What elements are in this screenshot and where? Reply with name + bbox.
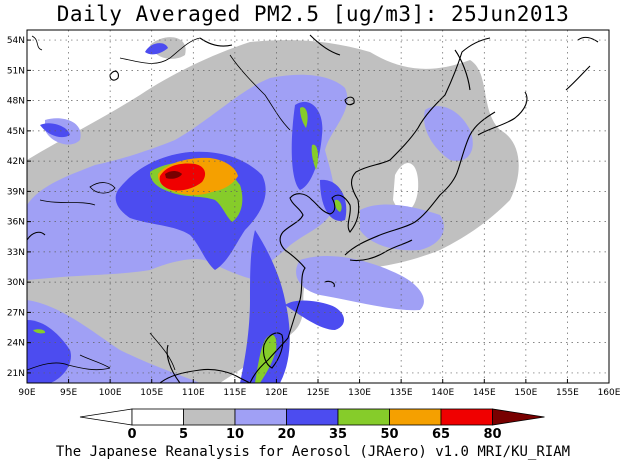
colorbar-level-label: 35: [329, 427, 347, 442]
coastlines: [27, 34, 599, 383]
map-plot-area: [27, 30, 609, 383]
lat-tick-label: 27N: [7, 308, 25, 318]
lat-tick-label: 48N: [7, 97, 25, 107]
lon-tick-label: 95E: [60, 388, 77, 398]
colorbar-segment: [131, 408, 184, 426]
lon-tick-label: 115E: [223, 388, 246, 398]
lat-tick-label: 21N: [7, 369, 25, 379]
lat-tick-label: 36N: [7, 218, 25, 228]
colorbar-segment: [183, 408, 236, 426]
lon-tick-label: 130E: [348, 388, 371, 398]
lon-tick-label: 150E: [514, 388, 537, 398]
colorbar-level-label: 50: [380, 427, 398, 442]
lon-tick-label: 135E: [390, 388, 413, 398]
graticule-grid: [27, 30, 609, 383]
lat-tick-label: 54N: [7, 36, 25, 46]
colorbar-level-label: 0: [127, 427, 136, 442]
longitude-tick-labels: 90E 95E 100E 105E 110E 115E 120E 125E 130E 135E 14…: [18, 379, 621, 398]
colorbar-level-label: 65: [432, 427, 450, 442]
map-title: Daily Averaged PM2.5 [ug/m3]: 25Jun2013: [56, 2, 570, 26]
colorbar-high-arrow: [492, 408, 545, 426]
national-borders: [27, 35, 291, 371]
lon-tick-label: 155E: [556, 388, 579, 398]
lat-tick-label: 39N: [7, 187, 25, 197]
colorbar: 0 5 10 20 35 50 65 80: [79, 408, 545, 442]
lon-tick-label: 120E: [265, 388, 288, 398]
lon-tick-label: 140E: [431, 388, 454, 398]
colorbar-segment: [440, 408, 493, 426]
lon-tick-label: 160E: [598, 388, 621, 398]
shading-level-80-plus: [165, 171, 182, 179]
lat-tick-label: 42N: [7, 157, 25, 167]
lat-tick-label: 33N: [7, 248, 25, 258]
data-source-caption: The Japanese Reanalysis for Aerosol (JRA…: [55, 444, 571, 460]
lat-tick-label: 24N: [7, 339, 25, 349]
latitude-tick-labels: 54N 51N 48N 45N 42N 39N 36N 33N 30N 27N 24N 21N: [7, 36, 31, 379]
lon-tick-label: 110E: [182, 388, 205, 398]
lon-tick-label: 90E: [18, 388, 35, 398]
colorbar-segment: [234, 408, 287, 426]
lat-tick-label: 51N: [7, 66, 25, 76]
colorbar-level-label: 80: [483, 427, 501, 442]
colorbar-segment: [286, 408, 339, 426]
colorbar-segment: [337, 408, 390, 426]
colorbar-level-label: 10: [226, 427, 244, 442]
lon-tick-label: 100E: [99, 388, 122, 398]
lon-tick-label: 125E: [307, 388, 330, 398]
lon-tick-label: 145E: [473, 388, 496, 398]
colorbar-low-arrow: [79, 408, 133, 426]
lon-tick-label: 105E: [140, 388, 163, 398]
shading-level-65-80: [159, 163, 206, 191]
colorbar-level-label: 20: [277, 427, 295, 442]
colorbar-segment: [389, 408, 442, 426]
colorbar-level-label: 5: [179, 427, 188, 442]
lat-tick-label: 30N: [7, 278, 25, 288]
lat-tick-label: 45N: [7, 127, 25, 137]
